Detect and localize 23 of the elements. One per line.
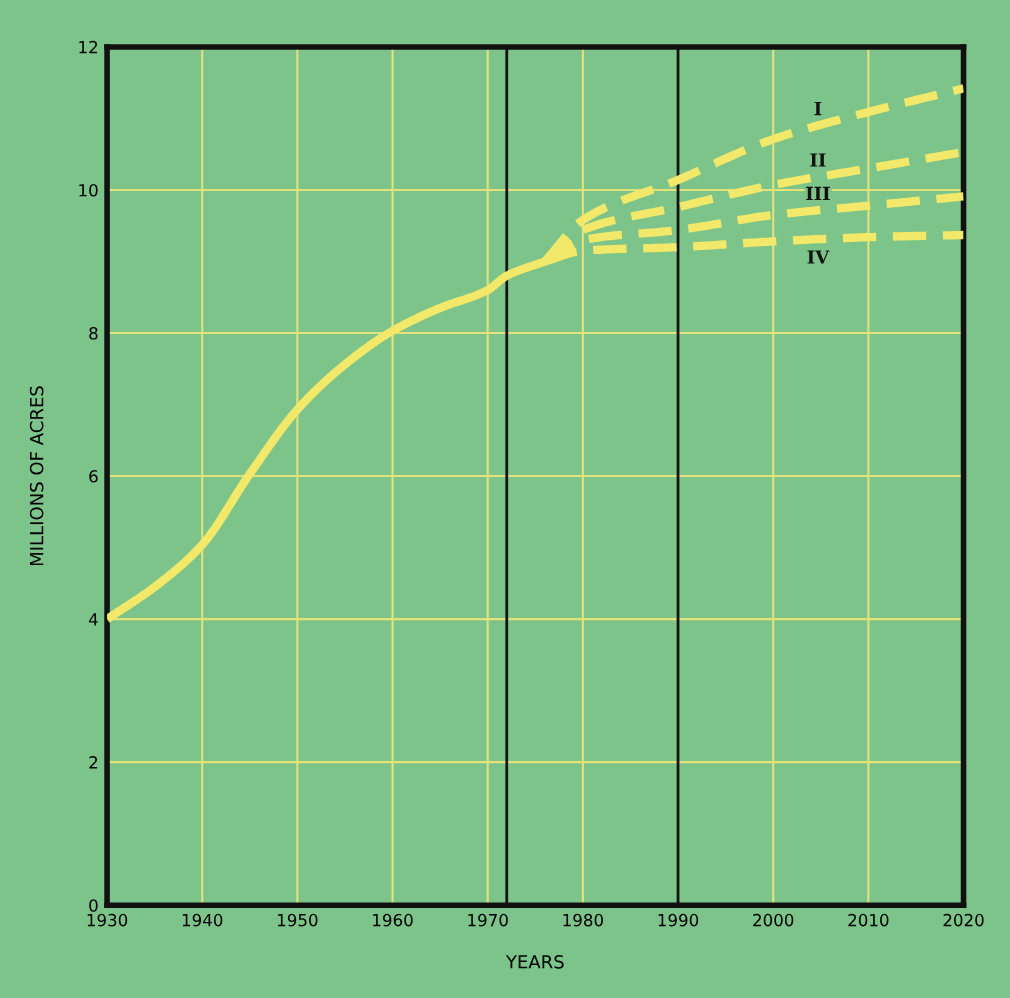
- series-label: III: [806, 186, 830, 201]
- series-label: IV: [807, 250, 830, 264]
- x-tick-label: 1980: [563, 913, 603, 927]
- x-tick-label: 1990: [658, 913, 699, 927]
- series-label: I: [814, 102, 822, 116]
- y-tick-label: 4: [88, 613, 98, 626]
- x-tick-label: 1950: [278, 913, 318, 927]
- x-tick-label: 2020: [943, 913, 984, 927]
- y-tick-label: 0: [89, 899, 98, 912]
- x-tick-label: 1930: [87, 913, 128, 927]
- x-tick-label: 2000: [753, 913, 794, 927]
- y-tick-label: 6: [89, 470, 98, 483]
- series-label: II: [810, 153, 826, 167]
- x-axis-title: YEARS: [505, 954, 564, 969]
- x-tick-label: 1960: [373, 913, 413, 927]
- y-tick-label: 10: [79, 183, 98, 197]
- y-tick-label: 2: [89, 756, 98, 769]
- y-tick-label: 12: [79, 40, 98, 54]
- y-tick-label: 8: [89, 326, 98, 340]
- x-tick-label: 1970: [468, 913, 508, 927]
- y-axis-title: MILLIONS OF ACRES: [29, 386, 44, 566]
- x-tick-label: 1940: [182, 913, 223, 927]
- x-tick-label: 2010: [848, 913, 889, 927]
